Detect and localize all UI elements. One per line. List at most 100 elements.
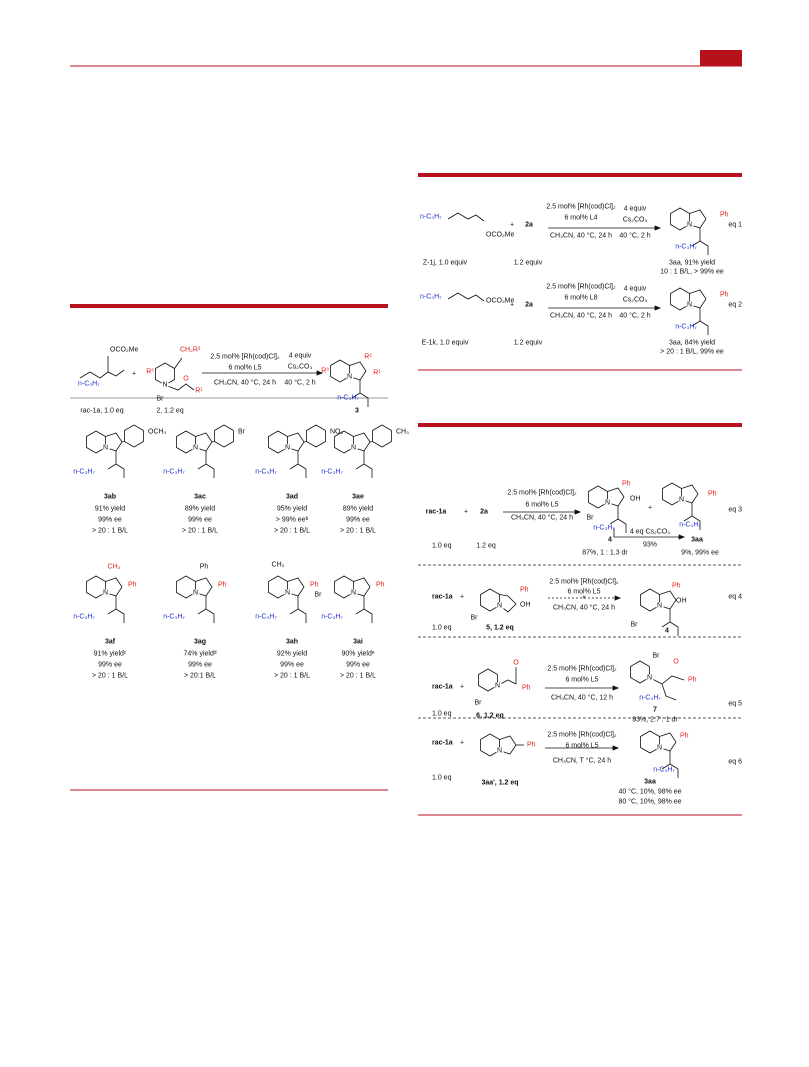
arrow-head <box>612 685 620 691</box>
arrow-head <box>678 534 686 540</box>
product-result: 3aa, 84% yield <box>669 339 715 347</box>
atom-label: N <box>101 444 110 451</box>
bond <box>303 441 307 443</box>
label: 6 mol% L4 <box>564 214 598 222</box>
ring <box>306 424 326 448</box>
vinyl <box>205 463 215 478</box>
group-label: CH₂R² <box>180 346 201 354</box>
result: > 99% eeᵇ <box>275 516 309 524</box>
label: + <box>459 683 465 691</box>
result: 99% ee <box>280 661 304 669</box>
atom-label: N <box>645 674 654 681</box>
bond <box>174 357 183 369</box>
label: × <box>581 594 587 602</box>
label: 6 mol% L5 <box>565 676 599 684</box>
group-label: n-C₃H₇ <box>337 394 359 402</box>
group-label: n-C₃H₇ <box>593 524 615 532</box>
chain <box>447 212 485 222</box>
group-label: n-C₃H₇ <box>321 468 343 476</box>
atom-label: N <box>655 602 664 609</box>
label: + <box>131 370 137 378</box>
label: 2.5 mol% [Rh(cod)Cl]₂ <box>547 731 617 739</box>
label: CH₃CN, 40 °C, 24 h <box>549 312 613 320</box>
label: CH₃CN, 40 °C, 24 h <box>549 232 613 240</box>
side-chain <box>661 609 671 628</box>
ring <box>353 577 371 597</box>
bond <box>369 441 373 443</box>
label: 4 eq Cs₂CO₃ <box>629 528 671 536</box>
substituent: Ph <box>128 581 137 589</box>
result: 89% yield <box>342 505 374 513</box>
label: 2.5 mol% [Rh(cod)Cl]₂ <box>546 283 616 291</box>
substituent: OCH₃ <box>148 428 167 436</box>
side-chain <box>289 451 299 470</box>
atom-label: Br <box>156 395 164 403</box>
group-label: OH <box>676 597 687 605</box>
label: + <box>463 508 469 516</box>
result: 99% ee <box>98 516 122 524</box>
group-label: R³ <box>321 367 329 375</box>
atom-label: O <box>183 375 189 383</box>
label: 87%, 1 : 1.3 dr <box>582 549 628 557</box>
label: 6 mol% L8 <box>564 294 598 302</box>
result: 99% ee <box>346 661 370 669</box>
side-chain <box>107 596 117 615</box>
group-label: n-C₃H₇ <box>163 468 185 476</box>
vinyl <box>669 621 679 636</box>
chain <box>79 369 125 379</box>
atom-label: N <box>191 589 200 596</box>
arrow-head <box>316 370 324 376</box>
equation-label: eq 1 <box>728 221 742 229</box>
group-label: n-C₃H₇ <box>420 213 442 221</box>
result: > 20 : 1 B/L <box>274 672 310 680</box>
vinyl <box>669 763 679 778</box>
group-label: OH <box>520 601 531 609</box>
group-label: R¹ <box>195 387 203 395</box>
compound-id: 3aa <box>691 536 703 544</box>
group-label: n-C₃H₇ <box>639 694 661 702</box>
side-chain <box>197 596 207 615</box>
compound-id: 3ad <box>285 493 299 501</box>
group-label: R³ <box>146 368 154 376</box>
atom-label: N <box>677 496 686 503</box>
atom-label: N <box>495 747 504 754</box>
result: > 20 : 1 B/L <box>92 672 128 680</box>
label: + <box>459 739 465 747</box>
atom-label: N <box>349 444 358 451</box>
ring <box>124 424 144 448</box>
substituent: CH₃ <box>271 561 285 569</box>
ring <box>349 361 367 381</box>
side-chain <box>107 451 117 470</box>
label: 1.0 eq <box>432 624 452 632</box>
label: Cs₂CO₃ <box>287 363 313 371</box>
result: 74% yieldᵈ <box>183 650 217 658</box>
label: 40 °C, 2 h <box>284 379 316 387</box>
atom-label: Br <box>470 614 478 622</box>
vinyl <box>359 392 369 407</box>
substituent: Ph <box>218 581 227 589</box>
vinyl <box>115 608 125 623</box>
label: 2.5 mol% [Rh(cod)Cl]₂ <box>547 665 617 673</box>
compound-id: 2a <box>480 508 488 516</box>
group-label: n-C₃H₇ <box>78 380 100 388</box>
label: + <box>509 221 515 229</box>
atom-label: N <box>685 301 694 308</box>
result: > 20 : 1 B/L <box>340 672 376 680</box>
compound-id: rac-1a <box>425 508 447 516</box>
arrow-head <box>574 509 582 515</box>
label: + <box>647 504 653 512</box>
ring <box>195 577 213 597</box>
group-label: n-C₃H₇ <box>420 293 442 301</box>
result: > 20 : 1 B/L <box>182 527 218 535</box>
atom-label: O <box>673 658 679 666</box>
group-label: OCO₂Me <box>486 297 515 305</box>
atom-label: N <box>603 499 612 506</box>
group-label: OCO₂Me <box>110 346 139 354</box>
compound-id: 3ah <box>285 638 299 646</box>
reactant-amount: 2, 1.2 eq <box>156 407 184 415</box>
side-chain <box>609 506 619 525</box>
label: 1.0 eq <box>432 710 452 718</box>
scheme-bar <box>418 423 742 427</box>
result: 99% ee <box>188 516 212 524</box>
compound-id: 2a <box>525 301 533 309</box>
